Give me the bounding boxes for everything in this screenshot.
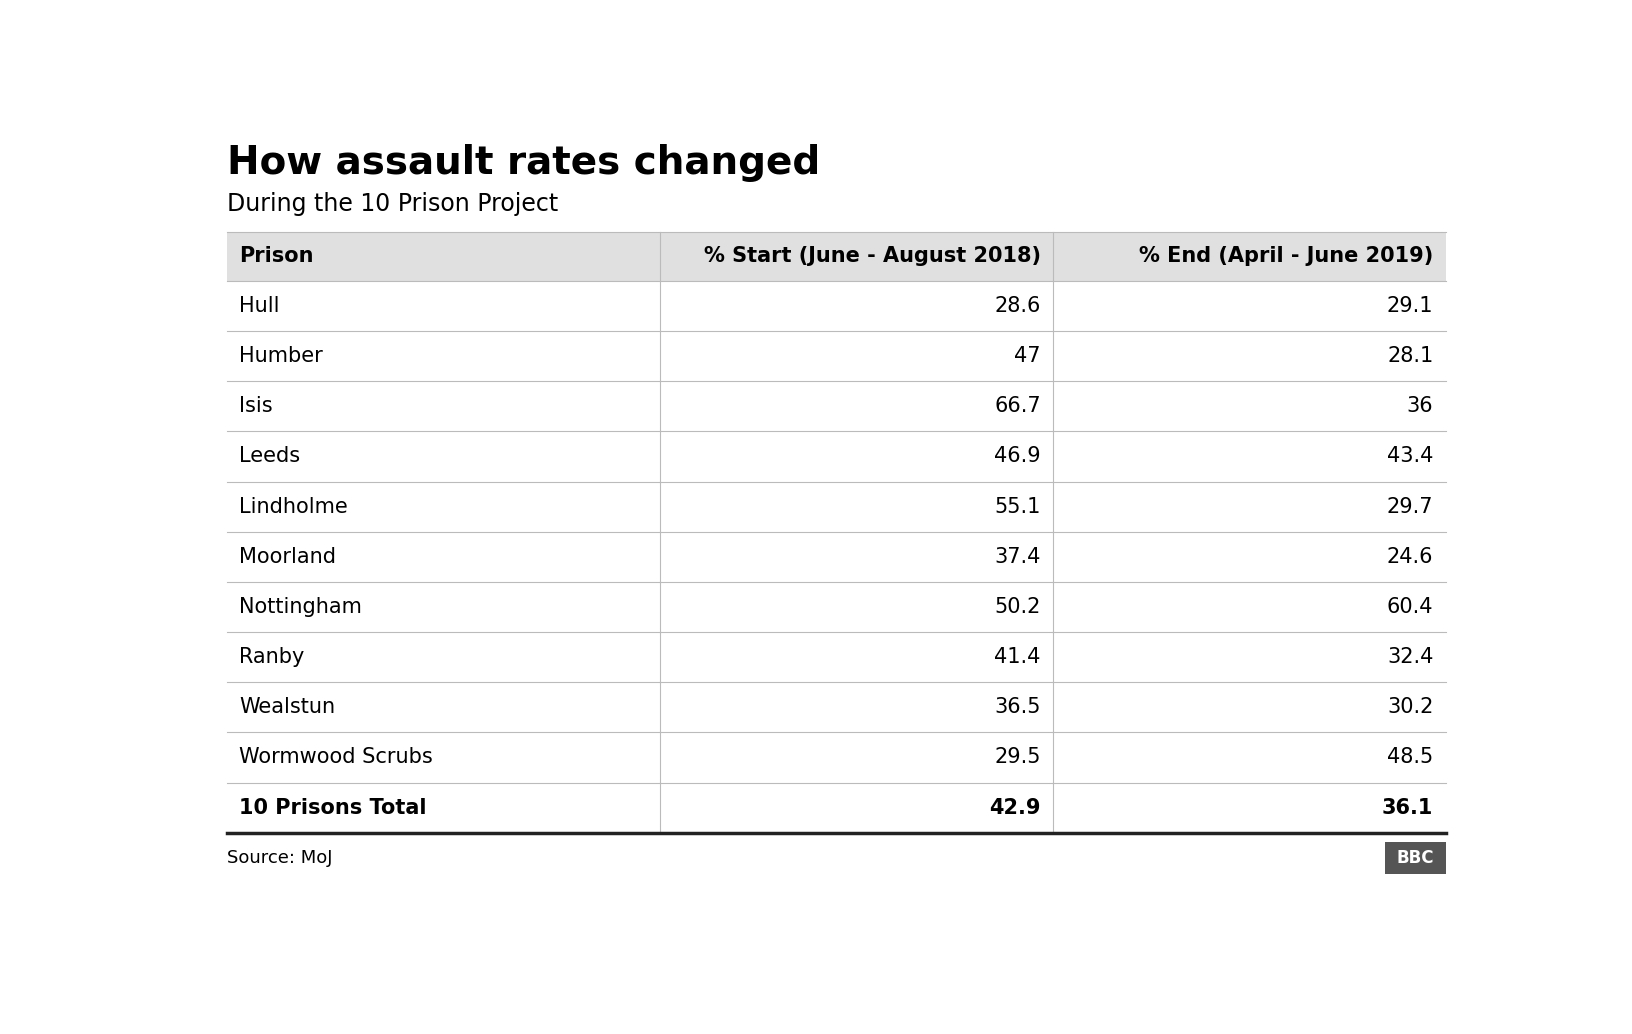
- Bar: [227, 732, 1446, 783]
- Bar: [227, 232, 1446, 281]
- Text: 29.5: 29.5: [994, 748, 1041, 767]
- Text: 42.9: 42.9: [989, 797, 1041, 818]
- Bar: [227, 582, 1446, 632]
- Text: 43.4: 43.4: [1387, 447, 1433, 466]
- Bar: [227, 431, 1446, 482]
- Text: 32.4: 32.4: [1387, 647, 1433, 667]
- Text: Humber: Humber: [240, 346, 323, 366]
- Text: Lindholme: Lindholme: [240, 496, 348, 517]
- Text: 10 Prisons Total: 10 Prisons Total: [240, 797, 428, 818]
- Text: 55.1: 55.1: [994, 496, 1041, 517]
- Text: Wealstun: Wealstun: [240, 697, 336, 718]
- Text: Isis: Isis: [240, 396, 273, 417]
- Text: 48.5: 48.5: [1387, 748, 1433, 767]
- Text: 29.7: 29.7: [1387, 496, 1433, 517]
- Text: Moorland: Moorland: [240, 547, 336, 567]
- Text: 36.5: 36.5: [994, 697, 1041, 718]
- Bar: [1386, 843, 1446, 874]
- Text: 30.2: 30.2: [1387, 697, 1433, 718]
- Bar: [227, 682, 1446, 732]
- Text: 60.4: 60.4: [1387, 597, 1433, 617]
- Text: Ranby: Ranby: [240, 647, 305, 667]
- Bar: [227, 482, 1446, 531]
- Text: 47: 47: [1013, 346, 1041, 366]
- Bar: [227, 531, 1446, 582]
- Text: Prison: Prison: [240, 246, 313, 266]
- Text: During the 10 Prison Project: During the 10 Prison Project: [227, 191, 558, 216]
- Text: 29.1: 29.1: [1387, 296, 1433, 316]
- Bar: [227, 783, 1446, 832]
- Bar: [227, 382, 1446, 431]
- Bar: [227, 281, 1446, 331]
- Bar: [227, 632, 1446, 682]
- Text: Hull: Hull: [240, 296, 281, 316]
- Text: Wormwood Scrubs: Wormwood Scrubs: [240, 748, 432, 767]
- Text: Nottingham: Nottingham: [240, 597, 362, 617]
- Text: 66.7: 66.7: [994, 396, 1041, 417]
- Text: 28.1: 28.1: [1387, 346, 1433, 366]
- Text: Source: MoJ: Source: MoJ: [227, 849, 333, 868]
- Text: 46.9: 46.9: [994, 447, 1041, 466]
- Bar: [227, 331, 1446, 382]
- Text: 50.2: 50.2: [994, 597, 1041, 617]
- Text: How assault rates changed: How assault rates changed: [227, 144, 819, 182]
- Text: 37.4: 37.4: [994, 547, 1041, 567]
- Text: 36.1: 36.1: [1382, 797, 1433, 818]
- Text: BBC: BBC: [1397, 849, 1435, 868]
- Text: 24.6: 24.6: [1387, 547, 1433, 567]
- Text: % Start (June - August 2018): % Start (June - August 2018): [703, 246, 1041, 266]
- Text: 36: 36: [1407, 396, 1433, 417]
- Text: % End (April - June 2019): % End (April - June 2019): [1139, 246, 1433, 266]
- Text: Leeds: Leeds: [240, 447, 300, 466]
- Text: 28.6: 28.6: [994, 296, 1041, 316]
- Text: 41.4: 41.4: [994, 647, 1041, 667]
